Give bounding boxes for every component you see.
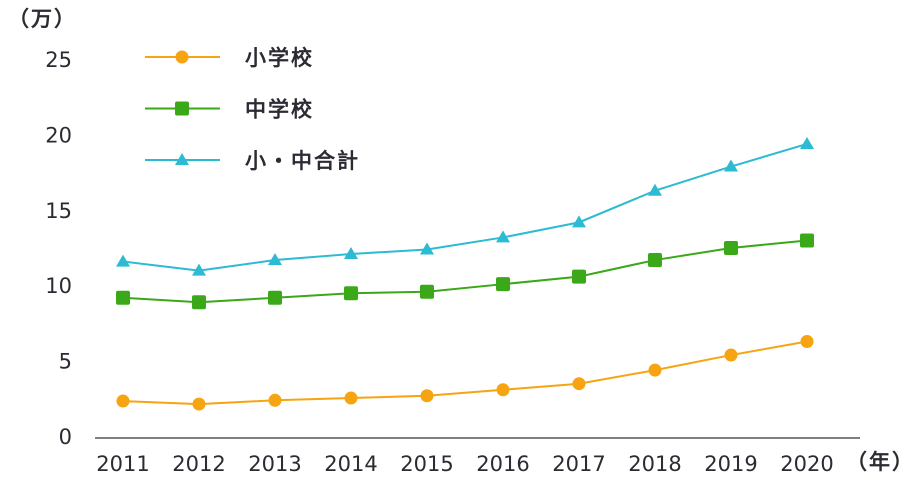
- data-point: [648, 183, 662, 196]
- data-point: [344, 247, 358, 260]
- data-point: [116, 290, 130, 305]
- data-point: [192, 397, 206, 411]
- data-point: [192, 295, 206, 310]
- data-point: [800, 334, 814, 348]
- y-tick-label: 5: [59, 350, 72, 374]
- y-tick-label: 25: [45, 48, 72, 72]
- data-point: [116, 394, 130, 408]
- data-point: [344, 391, 358, 405]
- legend-label: 小・中合計: [245, 149, 360, 173]
- x-tick-label: 2015: [400, 452, 453, 476]
- data-point: [496, 230, 510, 243]
- x-axis-label: （年）: [846, 450, 915, 474]
- series-line: [122, 340, 808, 406]
- data-point: [724, 240, 738, 255]
- x-tick-label: 2017: [552, 452, 605, 476]
- data-point: [268, 393, 282, 407]
- data-point: [572, 215, 586, 228]
- legend-label: 中学校: [245, 98, 314, 122]
- data-point: [572, 269, 586, 284]
- data-point: [800, 233, 814, 248]
- data-point: [268, 253, 282, 266]
- data-point: [648, 253, 662, 268]
- data-point: [724, 159, 738, 172]
- x-tick-label: 2016: [476, 452, 529, 476]
- x-tick-label: 2014: [324, 452, 377, 476]
- data-point: [420, 242, 434, 255]
- x-tick-label: 2019: [704, 452, 757, 476]
- data-point: [192, 263, 206, 276]
- x-tick-label: 2020: [780, 452, 833, 476]
- data-point: [420, 284, 434, 299]
- data-point: [496, 383, 510, 397]
- legend-marker: [175, 101, 189, 116]
- data-point: [648, 363, 662, 377]
- x-tick-label: 2013: [248, 452, 301, 476]
- legend-marker: [175, 50, 189, 64]
- data-point: [724, 348, 738, 362]
- x-tick-label: 2012: [172, 452, 225, 476]
- data-point: [116, 254, 130, 267]
- data-point: [420, 389, 434, 403]
- y-axis-label: （万）: [8, 7, 77, 31]
- data-point: [496, 277, 510, 292]
- y-tick-label: 20: [45, 123, 72, 147]
- data-point: [344, 286, 358, 301]
- y-tick-label: 0: [59, 425, 72, 449]
- legend-label: 小学校: [245, 46, 314, 70]
- data-point: [572, 377, 586, 391]
- x-tick-label: 2018: [628, 452, 681, 476]
- x-tick-label: 2011: [96, 452, 149, 476]
- legend-marker: [175, 153, 189, 165]
- data-point: [268, 290, 282, 305]
- data-point: [800, 136, 814, 149]
- y-tick-label: 10: [45, 274, 72, 298]
- series-line: [122, 142, 808, 272]
- y-tick-label: 15: [45, 199, 72, 223]
- series-line: [122, 239, 808, 304]
